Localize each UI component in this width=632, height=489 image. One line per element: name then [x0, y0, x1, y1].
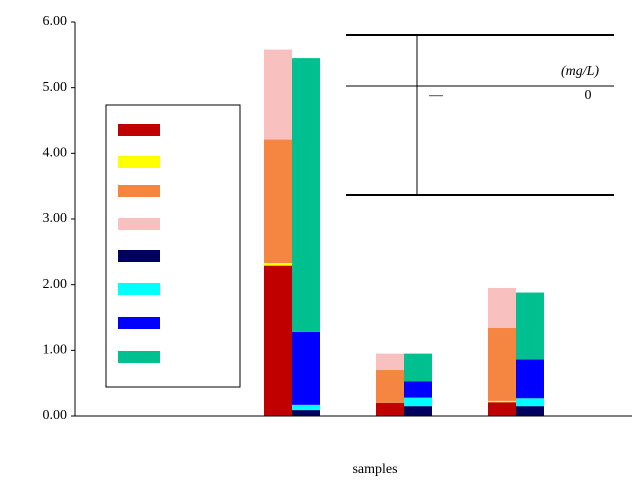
bar-segment — [292, 58, 320, 332]
bar-segment — [488, 402, 516, 416]
legend-swatch — [118, 185, 160, 197]
legend-swatch — [118, 218, 160, 230]
bar-segment — [516, 406, 544, 416]
x-axis-label: samples — [352, 462, 397, 477]
inset-table: (mg/L) — 0 — [346, 34, 614, 196]
y-tick-label: 4.00 — [43, 146, 68, 161]
legend-swatch — [118, 283, 160, 295]
table-cell: — — [428, 88, 444, 103]
legend-swatch — [118, 317, 160, 329]
bar-segment — [264, 265, 292, 416]
legend-swatch — [118, 124, 160, 136]
bar-segment — [292, 331, 320, 405]
table-cell: 0 — [585, 88, 592, 103]
bar-segment — [516, 359, 544, 399]
bar-segment — [516, 398, 544, 407]
bar-segment — [376, 370, 404, 403]
bar-segment — [404, 353, 432, 382]
legend-swatch — [118, 156, 160, 168]
bar-segment — [488, 287, 516, 329]
bar-segment — [404, 397, 432, 407]
bar-segment — [376, 353, 404, 371]
bar-segment — [264, 49, 292, 140]
bar-segment — [516, 292, 544, 360]
y-tick-label: 6.00 — [43, 14, 68, 29]
bar-segment — [404, 381, 432, 398]
bar-segment — [488, 400, 516, 403]
bar-segment — [264, 262, 292, 266]
y-tick-label: 2.00 — [43, 277, 68, 292]
y-tick-label: 3.00 — [43, 211, 68, 226]
legend-swatch — [118, 250, 160, 262]
y-tick-label: 5.00 — [43, 80, 68, 95]
legend — [105, 104, 241, 388]
y-tick-label: 0.00 — [43, 408, 68, 423]
bar-segment — [292, 404, 320, 411]
y-tick-label: 1.00 — [43, 343, 68, 358]
bar-segment — [292, 410, 320, 416]
bar-segment — [376, 402, 404, 416]
bar-segment — [488, 328, 516, 401]
legend-swatch — [118, 351, 160, 363]
table-unit: (mg/L) — [561, 64, 599, 79]
bar-segment — [264, 139, 292, 263]
bar-segment — [404, 406, 432, 416]
